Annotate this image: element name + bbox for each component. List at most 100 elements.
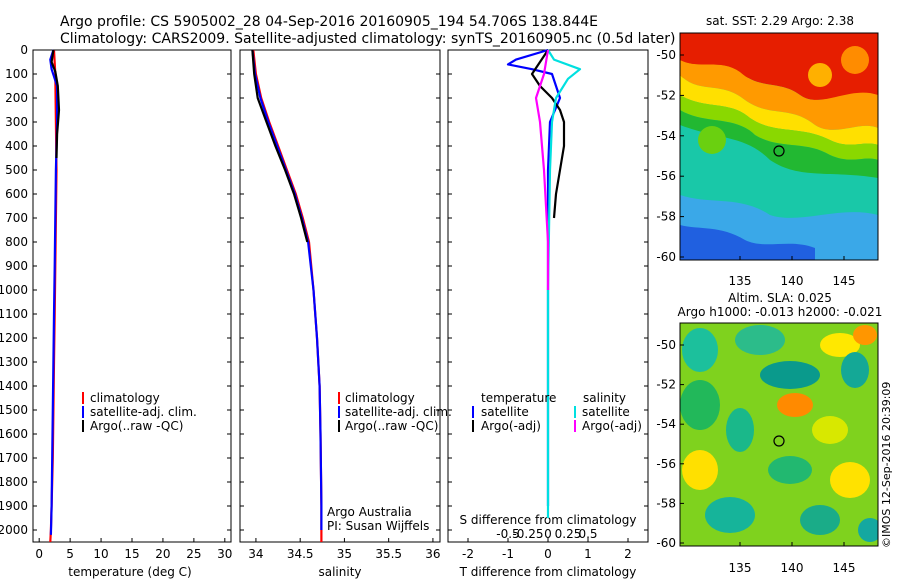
depth-tick-label: 100 — [5, 67, 28, 81]
x-tick-label: -0.5 — [496, 527, 519, 541]
series-line — [50, 49, 61, 159]
lat-tick-label: -52 — [656, 88, 676, 102]
s-difference-x-ticks: -0.5-0.25 0 0.250.5 — [496, 527, 597, 541]
salinity-legend: climatology satellite-adj. clim. Argo(..… — [338, 391, 452, 433]
sla-longitude-ticks: 135 140 145 — [729, 542, 856, 575]
x-tick-label: 2 — [624, 547, 632, 561]
depth-tick-label: 900 — [5, 259, 28, 273]
depth-tick-label: 2000 — [0, 523, 28, 537]
lon-tick-label: 145 — [833, 274, 856, 288]
depth-tick-label: 400 — [5, 139, 28, 153]
legend-label-climatology: climatology — [345, 391, 415, 405]
legend-label-s-argo: Argo(-adj) — [582, 419, 642, 433]
x-tick-label: 0 — [35, 547, 43, 561]
lat-tick-label: -60 — [656, 250, 676, 264]
x-tick-label: 0.5 — [578, 527, 597, 541]
lat-tick-label: -56 — [656, 457, 676, 471]
depth-tick-label: 1100 — [0, 307, 28, 321]
lon-tick-label: 140 — [781, 561, 804, 575]
depth-tick-label: 1000 — [0, 283, 28, 297]
x-tick-label: 35 — [337, 547, 352, 561]
sla-map-frame — [679, 322, 879, 547]
t-difference-axis-label: T difference from climatology — [459, 565, 637, 579]
depth-tick-label: 700 — [5, 211, 28, 225]
depth-tick-label: 1200 — [0, 331, 28, 345]
sst-latitude-ticks: -50 -52 -54 -56 -58 -60 — [656, 48, 684, 264]
x-tick-label: 0 — [544, 527, 552, 541]
sla-latitude-ticks: -50 -52 -54 -56 -58 -60 — [656, 338, 684, 550]
series-line — [534, 49, 550, 290]
s-difference-axis-label: S difference from climatology — [460, 513, 637, 527]
lat-tick-label: -54 — [656, 129, 676, 143]
footer-timestamp: ©IMOS 12-Sep-2016 20:39:09 — [880, 382, 893, 548]
profile-lines — [49, 48, 582, 543]
x-tick-label: 34 — [248, 547, 263, 561]
lon-tick-label: 140 — [781, 274, 804, 288]
x-tick-label: 35.5 — [375, 547, 402, 561]
x-tick-label: 1 — [584, 547, 592, 561]
salinity-x-ticks: 34 34.5 35 35.5 36 — [248, 538, 441, 561]
temperature-axis-label: temperature (deg C) — [68, 565, 191, 579]
lat-tick-label: -50 — [656, 338, 676, 352]
lat-tick-label: -50 — [656, 48, 676, 62]
x-tick-label: 30 — [217, 547, 232, 561]
x-tick-label: 10 — [93, 547, 108, 561]
difference-legend: temperature salinity satellite Argo(-adj… — [472, 391, 642, 433]
legend-label-s-satellite: satellite — [582, 405, 630, 419]
depth-ticks — [33, 49, 648, 531]
credit-line2: PI: Susan Wijffels — [327, 519, 429, 533]
legend-head-temperature: temperature — [481, 391, 556, 405]
x-tick-label: 25 — [186, 547, 201, 561]
x-tick-label: 20 — [155, 547, 170, 561]
x-tick-label: 5 — [66, 547, 74, 561]
legend-label-argo: Argo(..raw -QC) — [90, 419, 183, 433]
temperature-panel-frame — [32, 49, 232, 543]
depth-tick-label: 1800 — [0, 475, 28, 489]
legend-head-salinity: salinity — [583, 391, 626, 405]
sst-longitude-ticks: 135 140 145 — [729, 256, 856, 288]
depth-tick-label: 1700 — [0, 451, 28, 465]
legend-label-satellite: satellite-adj. clim. — [345, 405, 452, 419]
t-difference-x-ticks: -2 -1 0 1 2 — [462, 538, 632, 561]
depth-tick-label: 500 — [5, 163, 28, 177]
sst-map-title: sat. SST: 2.29 Argo: 2.38 — [706, 14, 854, 28]
x-tick-label: 0 — [544, 547, 552, 561]
salinity-axis-label: salinity — [318, 565, 361, 579]
legend-label-t-argo: Argo(-adj) — [481, 419, 541, 433]
lon-tick-label: 135 — [729, 561, 752, 575]
depth-tick-label: 1500 — [0, 403, 28, 417]
lon-tick-label: 145 — [833, 561, 856, 575]
legend-label-satellite: satellite-adj. clim. — [90, 405, 197, 419]
depth-tick-label: 300 — [5, 115, 28, 129]
x-tick-label: 34.5 — [287, 547, 314, 561]
temperature-x-ticks: 0 5 10 15 20 25 30 — [35, 538, 232, 561]
sla-map-image — [680, 323, 878, 546]
series-line — [251, 49, 309, 243]
depth-tick-label: 1300 — [0, 355, 28, 369]
sst-argo-location-marker — [773, 145, 785, 157]
x-tick-label: 15 — [124, 547, 139, 561]
x-tick-label: -2 — [462, 547, 474, 561]
sla-map-title-line2: Argo h1000: -0.013 h2000: -0.021 — [678, 305, 883, 319]
depth-tick-label: 1600 — [0, 427, 28, 441]
lon-tick-label: 135 — [729, 274, 752, 288]
lat-tick-label: -58 — [656, 496, 676, 510]
temperature-legend: climatology satellite-adj. clim. Argo(..… — [82, 391, 197, 433]
depth-axis: 0 100 200 300 400 500 600 700 800 900 1000 1100 1200… — [0, 43, 28, 537]
x-tick-label: 36 — [425, 547, 440, 561]
sla-map-title-line1: Altim. SLA: 0.025 — [728, 291, 832, 305]
depth-tick-label: 0 — [20, 43, 28, 57]
sst-map-frame — [679, 32, 879, 261]
sla-argo-location-marker — [773, 435, 785, 447]
x-tick-label: -0.25 — [512, 527, 543, 541]
depth-tick-label: 1400 — [0, 379, 28, 393]
depth-tick-label: 200 — [5, 91, 28, 105]
series-line — [49, 49, 59, 535]
lat-tick-label: -58 — [656, 210, 676, 224]
lat-tick-label: -60 — [656, 536, 676, 550]
x-tick-label: -1 — [502, 547, 514, 561]
depth-tick-label: 800 — [5, 235, 28, 249]
depth-tick-label: 1900 — [0, 499, 28, 513]
figure-title-line1: Argo profile: CS 5905002_28 04-Sep-2016 … — [60, 14, 598, 30]
